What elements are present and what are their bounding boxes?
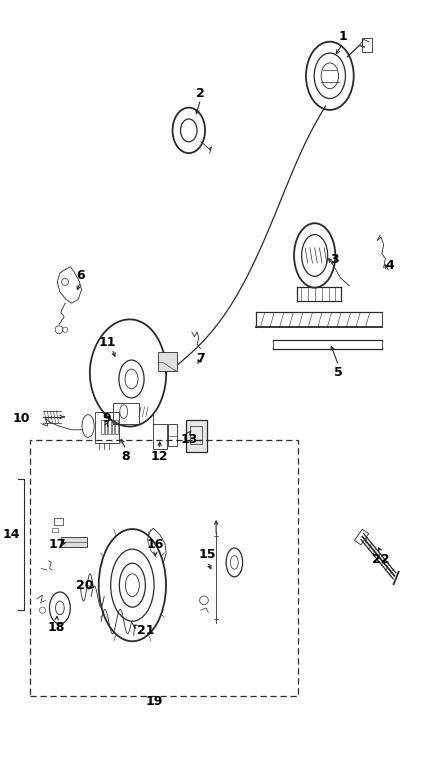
Text: 11: 11 [99, 336, 116, 349]
Text: 10: 10 [12, 412, 30, 425]
Bar [362, 38, 372, 52]
Text: 20: 20 [76, 578, 93, 592]
Text: 13: 13 [180, 433, 197, 446]
Text: 3: 3 [330, 252, 339, 266]
Bar [158, 352, 177, 371]
Text: 21: 21 [137, 624, 154, 637]
Text: 12: 12 [151, 449, 168, 463]
Bar [105, 420, 107, 434]
Bar [168, 424, 177, 446]
Bar [61, 537, 87, 547]
Text: 1: 1 [339, 30, 347, 43]
Text: 4: 4 [385, 258, 394, 272]
Text: 22: 22 [372, 553, 390, 566]
Bar [54, 518, 63, 525]
Bar [108, 420, 111, 434]
Text: 14: 14 [2, 528, 20, 541]
Bar [190, 426, 202, 444]
Text: 16: 16 [147, 537, 164, 551]
Bar [115, 420, 118, 434]
Bar [95, 412, 119, 443]
Bar [355, 529, 369, 545]
Bar [186, 420, 207, 452]
Text: 9: 9 [102, 412, 111, 425]
Text: 7: 7 [196, 352, 205, 365]
Text: 18: 18 [48, 621, 65, 634]
Bar [52, 528, 58, 532]
Text: 17: 17 [49, 537, 66, 551]
Bar [30, 440, 298, 696]
Bar [101, 420, 104, 434]
Bar [113, 403, 139, 424]
Text: 19: 19 [145, 694, 163, 708]
Text: 8: 8 [122, 449, 130, 463]
Text: 5: 5 [334, 366, 343, 380]
Bar [112, 420, 114, 434]
Text: 2: 2 [196, 86, 205, 100]
Text: 6: 6 [76, 268, 85, 282]
Text: 15: 15 [199, 548, 216, 562]
